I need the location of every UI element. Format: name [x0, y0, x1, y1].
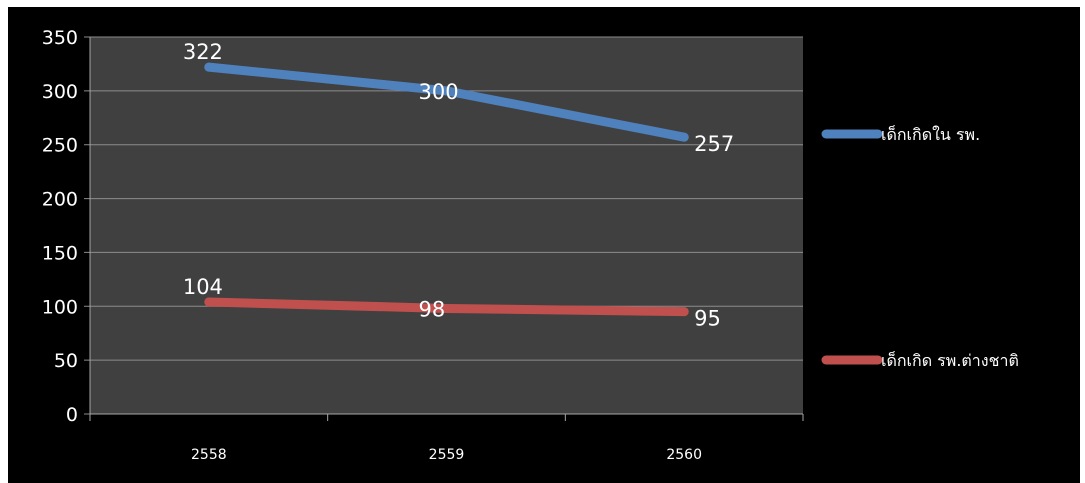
series-lines: [204, 62, 689, 317]
axes: [89, 37, 804, 421]
data-label: 104: [183, 275, 223, 299]
data-label: 300: [419, 80, 459, 104]
y-tick-label: 0: [66, 404, 78, 426]
x-axis-ticks: 2558 2559 2560: [191, 447, 702, 463]
data-label: 322: [183, 40, 223, 64]
data-label: 95: [694, 307, 721, 331]
legend-label: เด็กเกิด รพ.ต่างชาติ: [881, 350, 1019, 370]
line-chart: 0 50 100 150 200 250 300 350 2558 2559 2560 322 30…: [42, 27, 1019, 463]
y-tick-label: 50: [54, 350, 78, 372]
data-point: [204, 297, 214, 307]
plot-area: [90, 37, 803, 414]
y-tick-label: 300: [42, 81, 78, 103]
legend: เด็กเกิดใน รพ. เด็กเกิด รพ.ต่างชาติ: [821, 124, 1019, 370]
x-tick-label: 2558: [191, 447, 227, 463]
y-tick-label: 350: [42, 27, 78, 49]
data-labels: 322 300 257 104 98 95: [183, 40, 734, 331]
data-label: 257: [694, 132, 734, 156]
data-label: 98: [419, 297, 446, 321]
y-tick-label: 200: [42, 189, 78, 211]
y-tick-label: 100: [42, 296, 78, 318]
y-tick-label: 150: [42, 242, 78, 264]
data-point: [442, 303, 451, 313]
data-point: [442, 86, 451, 96]
y-axis-ticks: 0 50 100 150 200 250 300 350: [42, 27, 78, 426]
y-tick-label: 250: [42, 135, 78, 157]
data-point: [679, 132, 689, 142]
data-point: [679, 307, 689, 317]
legend-label: เด็กเกิดใน รพ.: [881, 124, 980, 144]
data-point: [204, 62, 214, 72]
x-tick-label: 2560: [666, 447, 702, 463]
chart-frame: 0 50 100 150 200 250 300 350 2558 2559 2560 322 30…: [8, 7, 1080, 483]
x-tick-label: 2559: [429, 447, 465, 463]
